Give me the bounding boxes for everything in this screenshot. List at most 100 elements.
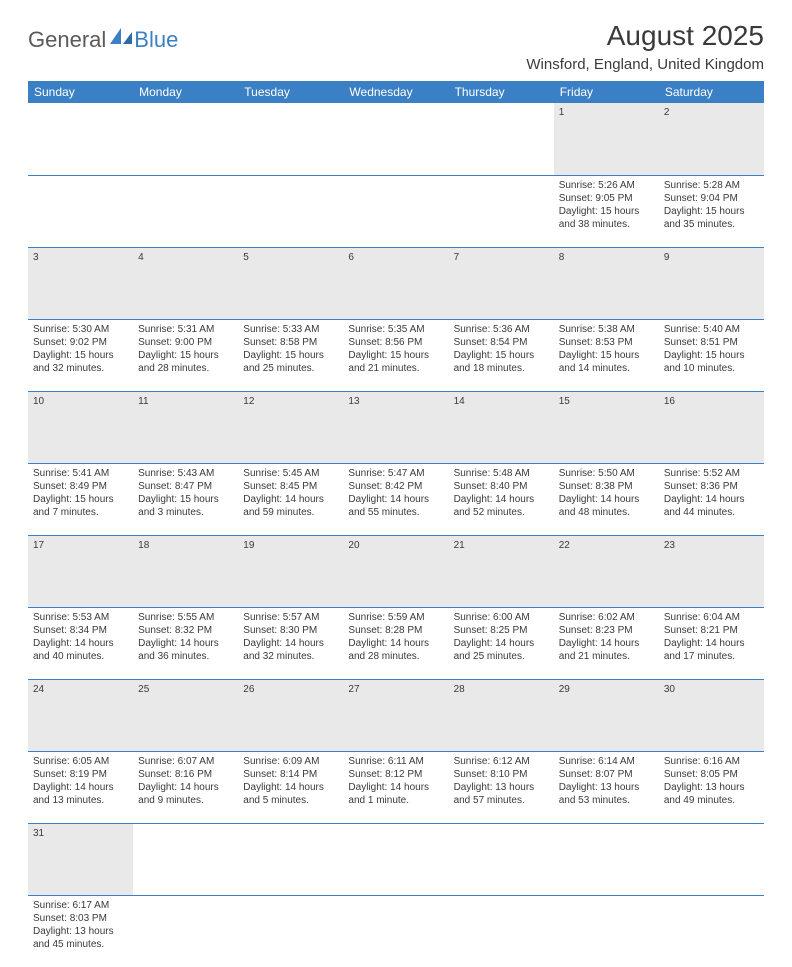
day-number-cell: 26 [238, 679, 343, 751]
sunrise-line: Sunrise: 6:05 AM [33, 755, 128, 768]
daylight-line: Daylight: 14 hours and 36 minutes. [138, 637, 233, 663]
day-content-cell: Sunrise: 5:28 AMSunset: 9:04 PMDaylight:… [659, 175, 764, 247]
sunset-line: Sunset: 8:12 PM [348, 768, 443, 781]
title-block: August 2025 Winsford, England, United Ki… [526, 20, 764, 73]
day-number-cell: 19 [238, 535, 343, 607]
day-number-cell: 25 [133, 679, 238, 751]
sunrise-line: Sunrise: 5:40 AM [664, 323, 759, 336]
sunset-line: Sunset: 8:38 PM [559, 480, 654, 493]
sunrise-line: Sunrise: 6:04 AM [664, 611, 759, 624]
day-number-cell: 3 [28, 247, 133, 319]
calendar-header-row: SundayMondayTuesdayWednesdayThursdayFrid… [28, 81, 764, 103]
day-number-cell: 2 [659, 103, 764, 175]
daylight-line: Daylight: 14 hours and 48 minutes. [559, 493, 654, 519]
day-content-row: Sunrise: 5:53 AMSunset: 8:34 PMDaylight:… [28, 607, 764, 679]
day-content-cell: Sunrise: 5:57 AMSunset: 8:30 PMDaylight:… [238, 607, 343, 679]
day-content-cell: Sunrise: 6:14 AMSunset: 8:07 PMDaylight:… [554, 751, 659, 823]
day-number-cell [449, 823, 554, 895]
day-number-cell: 31 [28, 823, 133, 895]
daylight-line: Daylight: 14 hours and 9 minutes. [138, 781, 233, 807]
sunset-line: Sunset: 8:51 PM [664, 336, 759, 349]
sunrise-line: Sunrise: 5:41 AM [33, 467, 128, 480]
day-content-cell [449, 175, 554, 247]
day-content-cell: Sunrise: 5:38 AMSunset: 8:53 PMDaylight:… [554, 319, 659, 391]
logo-sail-icon [108, 26, 134, 53]
sunrise-line: Sunrise: 6:14 AM [559, 755, 654, 768]
daylight-line: Daylight: 13 hours and 45 minutes. [33, 925, 128, 951]
day-content-cell: Sunrise: 5:59 AMSunset: 8:28 PMDaylight:… [343, 607, 448, 679]
calendar-table: SundayMondayTuesdayWednesdayThursdayFrid… [28, 81, 764, 967]
daylight-line: Daylight: 14 hours and 32 minutes. [243, 637, 338, 663]
logo-text-blue: Blue [134, 27, 178, 53]
day-content-cell: Sunrise: 5:36 AMSunset: 8:54 PMDaylight:… [449, 319, 554, 391]
day-number-cell: 22 [554, 535, 659, 607]
location-subtitle: Winsford, England, United Kingdom [526, 56, 764, 73]
day-number-cell: 15 [554, 391, 659, 463]
day-number-cell: 10 [28, 391, 133, 463]
day-content-cell [659, 895, 764, 967]
sunset-line: Sunset: 8:23 PM [559, 624, 654, 637]
daylight-line: Daylight: 13 hours and 49 minutes. [664, 781, 759, 807]
day-content-cell: Sunrise: 6:09 AMSunset: 8:14 PMDaylight:… [238, 751, 343, 823]
daylight-line: Daylight: 14 hours and 55 minutes. [348, 493, 443, 519]
day-number-cell: 30 [659, 679, 764, 751]
day-number-cell: 4 [133, 247, 238, 319]
sunset-line: Sunset: 8:03 PM [33, 912, 128, 925]
day-content-cell [449, 895, 554, 967]
daylight-line: Daylight: 14 hours and 59 minutes. [243, 493, 338, 519]
day-number-cell: 6 [343, 247, 448, 319]
day-content-cell [343, 895, 448, 967]
sunrise-line: Sunrise: 6:17 AM [33, 899, 128, 912]
sunrise-line: Sunrise: 5:50 AM [559, 467, 654, 480]
sunset-line: Sunset: 8:40 PM [454, 480, 549, 493]
day-content-cell [238, 895, 343, 967]
sunrise-line: Sunrise: 5:31 AM [138, 323, 233, 336]
sunset-line: Sunset: 8:14 PM [243, 768, 338, 781]
sunrise-line: Sunrise: 5:55 AM [138, 611, 233, 624]
day-content-cell [28, 175, 133, 247]
day-number-cell: 9 [659, 247, 764, 319]
daylight-line: Daylight: 14 hours and 17 minutes. [664, 637, 759, 663]
weekday-header: Tuesday [238, 81, 343, 103]
daylight-line: Daylight: 15 hours and 35 minutes. [664, 205, 759, 231]
daylight-line: Daylight: 15 hours and 7 minutes. [33, 493, 128, 519]
sunset-line: Sunset: 8:47 PM [138, 480, 233, 493]
day-content-cell [133, 895, 238, 967]
sunset-line: Sunset: 9:00 PM [138, 336, 233, 349]
daylight-line: Daylight: 14 hours and 1 minute. [348, 781, 443, 807]
sunset-line: Sunset: 9:05 PM [559, 192, 654, 205]
day-number-cell: 28 [449, 679, 554, 751]
day-number-cell [554, 823, 659, 895]
day-number-cell: 23 [659, 535, 764, 607]
day-number-row: 12 [28, 103, 764, 175]
daylight-line: Daylight: 14 hours and 44 minutes. [664, 493, 759, 519]
sunset-line: Sunset: 8:58 PM [243, 336, 338, 349]
day-number-cell: 1 [554, 103, 659, 175]
day-content-cell: Sunrise: 6:16 AMSunset: 8:05 PMDaylight:… [659, 751, 764, 823]
sunrise-line: Sunrise: 5:33 AM [243, 323, 338, 336]
daylight-line: Daylight: 14 hours and 21 minutes. [559, 637, 654, 663]
sunset-line: Sunset: 8:53 PM [559, 336, 654, 349]
sunrise-line: Sunrise: 6:00 AM [454, 611, 549, 624]
day-content-row: Sunrise: 6:17 AMSunset: 8:03 PMDaylight:… [28, 895, 764, 967]
daylight-line: Daylight: 15 hours and 32 minutes. [33, 349, 128, 375]
day-content-cell: Sunrise: 5:35 AMSunset: 8:56 PMDaylight:… [343, 319, 448, 391]
day-content-cell: Sunrise: 6:17 AMSunset: 8:03 PMDaylight:… [28, 895, 133, 967]
daylight-line: Daylight: 13 hours and 57 minutes. [454, 781, 549, 807]
day-content-cell: Sunrise: 5:33 AMSunset: 8:58 PMDaylight:… [238, 319, 343, 391]
day-content-cell: Sunrise: 5:26 AMSunset: 9:05 PMDaylight:… [554, 175, 659, 247]
day-content-cell: Sunrise: 6:02 AMSunset: 8:23 PMDaylight:… [554, 607, 659, 679]
sunset-line: Sunset: 8:34 PM [33, 624, 128, 637]
sunrise-line: Sunrise: 5:38 AM [559, 323, 654, 336]
day-number-cell: 18 [133, 535, 238, 607]
sunset-line: Sunset: 9:02 PM [33, 336, 128, 349]
daylight-line: Daylight: 13 hours and 53 minutes. [559, 781, 654, 807]
sunset-line: Sunset: 8:28 PM [348, 624, 443, 637]
day-content-cell: Sunrise: 5:55 AMSunset: 8:32 PMDaylight:… [133, 607, 238, 679]
day-number-cell: 27 [343, 679, 448, 751]
sunrise-line: Sunrise: 5:35 AM [348, 323, 443, 336]
sunrise-line: Sunrise: 5:57 AM [243, 611, 338, 624]
sunrise-line: Sunrise: 6:02 AM [559, 611, 654, 624]
day-number-cell: 11 [133, 391, 238, 463]
weekday-header: Wednesday [343, 81, 448, 103]
